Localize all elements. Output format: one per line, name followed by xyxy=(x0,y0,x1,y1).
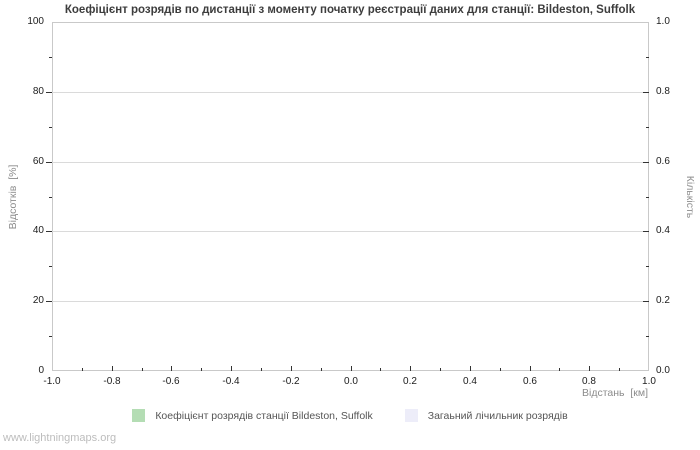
y-right-minor-tick-mark xyxy=(646,336,649,337)
x-tick-mark xyxy=(112,366,113,371)
x-tick-label: 0.6 xyxy=(523,376,537,387)
y-right-minor-tick-mark xyxy=(646,197,649,198)
y-right-tick-label: 0.4 xyxy=(656,225,670,236)
x-minor-tick-mark xyxy=(440,368,441,371)
x-axis-label: Відстань [км] xyxy=(582,387,648,399)
y-right-tick-label: 1.0 xyxy=(656,16,670,27)
gridline xyxy=(52,231,649,232)
x-tick-label: 0.0 xyxy=(344,376,358,387)
y-left-tick-mark xyxy=(46,92,52,93)
y-axis-label-left: Відсотків [%] xyxy=(7,164,19,230)
y-right-tick-label: 0.2 xyxy=(656,295,670,306)
x-minor-tick-mark xyxy=(380,368,381,371)
x-minor-tick-mark xyxy=(261,368,262,371)
y-left-tick-mark xyxy=(46,231,52,232)
y-left-minor-tick-mark xyxy=(49,266,52,267)
x-tick-label: -0.2 xyxy=(282,376,300,387)
watermark: www.lightningmaps.org xyxy=(3,432,117,444)
x-tick-label: -1.0 xyxy=(43,376,61,387)
legend-label-total-counter: Загаьний лічильник розрядів xyxy=(427,409,568,422)
x-minor-tick-mark xyxy=(559,368,560,371)
y-right-tick-mark xyxy=(643,231,649,232)
x-tick-label: 0.2 xyxy=(403,376,417,387)
x-tick-label: 0.4 xyxy=(463,376,477,387)
x-tick-label: -0.8 xyxy=(103,376,121,387)
x-tick-mark xyxy=(351,366,352,371)
x-minor-tick-mark xyxy=(321,368,322,371)
plot-area xyxy=(52,22,649,371)
legend-swatch-total-counter-icon xyxy=(404,409,418,422)
x-tick-label: -0.4 xyxy=(222,376,240,387)
legend-swatch-station-ratio-icon xyxy=(132,409,146,422)
x-tick-mark xyxy=(171,366,172,371)
legend-item-station-ratio: Коефіцієнт розрядів станції Bildeston, S… xyxy=(132,409,373,422)
y-left-tick-label: 40 xyxy=(32,225,44,236)
y-right-tick-label: 0.0 xyxy=(656,365,670,376)
y-right-tick-mark xyxy=(643,301,649,302)
y-left-tick-label: 0 xyxy=(38,365,44,376)
y-axis-label-right: Кількість xyxy=(684,175,696,219)
y-left-tick-label: 60 xyxy=(32,156,44,167)
gridline xyxy=(52,301,649,302)
y-right-minor-tick-mark xyxy=(646,57,649,58)
gridline xyxy=(52,162,649,163)
y-left-tick-label: 100 xyxy=(27,16,44,27)
x-tick-mark xyxy=(589,366,590,371)
legend-item-total-counter: Загаьний лічильник розрядів xyxy=(404,409,568,422)
x-tick-mark xyxy=(410,366,411,371)
x-tick-mark xyxy=(291,366,292,371)
y-right-minor-tick-mark xyxy=(646,266,649,267)
y-left-tick-mark xyxy=(46,162,52,163)
x-minor-tick-mark xyxy=(201,368,202,371)
y-right-minor-tick-mark xyxy=(646,127,649,128)
y-left-tick-label: 20 xyxy=(32,295,44,306)
y-left-minor-tick-mark xyxy=(49,197,52,198)
y-right-tick-label: 0.6 xyxy=(656,156,670,167)
y-left-minor-tick-mark xyxy=(49,127,52,128)
legend: Коефіцієнт розрядів станції Bildeston, S… xyxy=(0,409,700,422)
x-tick-mark xyxy=(231,366,232,371)
x-tick-mark xyxy=(470,366,471,371)
x-minor-tick-mark xyxy=(619,368,620,371)
y-right-tick-mark xyxy=(643,92,649,93)
x-tick-label: -0.6 xyxy=(162,376,180,387)
y-left-minor-tick-mark xyxy=(49,336,52,337)
x-tick-label: 0.8 xyxy=(582,376,596,387)
y-left-minor-tick-mark xyxy=(49,57,52,58)
x-tick-label: 1.0 xyxy=(642,376,656,387)
y-left-tick-label: 80 xyxy=(32,86,44,97)
legend-label-station-ratio: Коефіцієнт розрядів станції Bildeston, S… xyxy=(155,409,373,422)
x-minor-tick-mark xyxy=(142,368,143,371)
chart-title: Коефіцієнт розрядів по дистанції з момен… xyxy=(64,4,636,16)
gridline xyxy=(52,92,649,93)
x-minor-tick-mark xyxy=(82,368,83,371)
y-left-tick-mark xyxy=(46,301,52,302)
x-minor-tick-mark xyxy=(500,368,501,371)
y-right-tick-mark xyxy=(643,162,649,163)
x-tick-mark xyxy=(530,366,531,371)
y-right-tick-label: 0.8 xyxy=(656,86,670,97)
